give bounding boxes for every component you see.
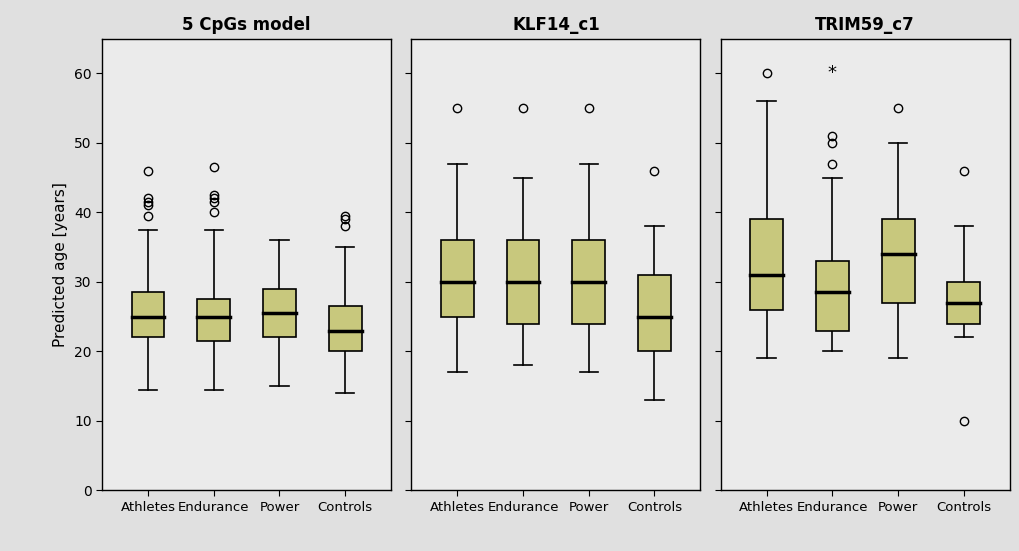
- Bar: [131, 292, 164, 337]
- Title: 5 CpGs model: 5 CpGs model: [182, 16, 311, 34]
- Bar: [440, 240, 473, 317]
- Bar: [197, 299, 230, 341]
- Bar: [263, 289, 296, 337]
- Bar: [572, 240, 604, 323]
- Bar: [947, 282, 979, 323]
- Title: KLF14_c1: KLF14_c1: [512, 16, 599, 34]
- Bar: [328, 306, 361, 352]
- Bar: [880, 219, 914, 302]
- Title: TRIM59_c7: TRIM59_c7: [814, 16, 914, 34]
- Text: *: *: [827, 64, 836, 82]
- Bar: [815, 261, 848, 331]
- Bar: [750, 219, 783, 310]
- Bar: [506, 240, 539, 323]
- Y-axis label: Predicted age [years]: Predicted age [years]: [53, 182, 68, 347]
- Bar: [638, 275, 671, 352]
